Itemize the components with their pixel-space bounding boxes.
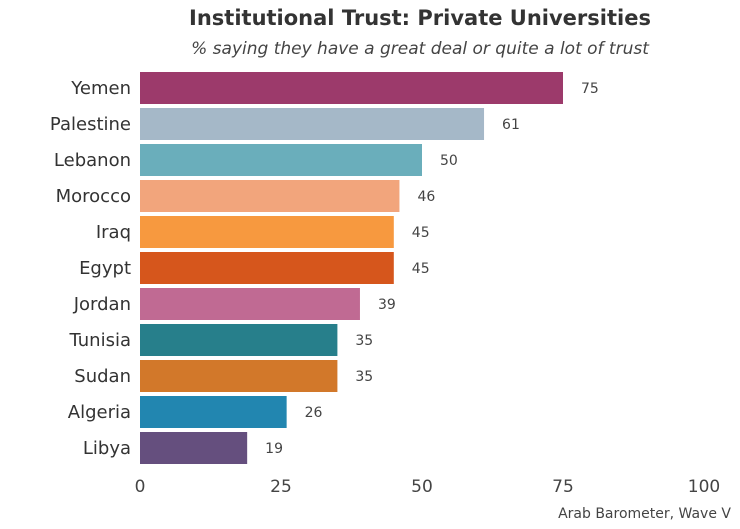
- bar-lebanon: [140, 144, 422, 176]
- category-label-tunisia: Tunisia: [69, 330, 132, 351]
- bar-jordan: [140, 288, 360, 320]
- bar-algeria: [140, 396, 287, 428]
- category-label-jordan: Jordan: [73, 294, 131, 315]
- bar-yemen: [140, 72, 563, 104]
- value-label-palestine: 61: [502, 117, 520, 133]
- category-label-libya: Libya: [83, 438, 131, 459]
- chart-caption: Arab Barometer, Wave V: [558, 506, 731, 522]
- bar-libya: [140, 432, 248, 464]
- value-labels: 75 61 50 46 45 45 39 35 35 26 19: [265, 81, 599, 457]
- x-tick-label-75: 75: [552, 477, 574, 497]
- category-label-yemen: Yemen: [70, 78, 131, 99]
- x-tick-label-100: 100: [688, 477, 720, 497]
- category-label-algeria: Algeria: [68, 402, 131, 423]
- category-labels: Yemen Palestine Lebanon Morocco Iraq Egypt Jor…: [50, 78, 131, 459]
- value-label-yemen: 75: [581, 81, 599, 97]
- category-label-palestine: Palestine: [50, 114, 131, 135]
- category-label-egypt: Egypt: [79, 258, 131, 279]
- chart-title: Institutional Trust: Private Universitie…: [189, 6, 651, 30]
- bar-tunisia: [140, 324, 338, 356]
- value-label-iraq: 45: [412, 225, 430, 241]
- category-label-lebanon: Lebanon: [54, 150, 131, 171]
- value-label-egypt: 45: [412, 261, 430, 277]
- bar-egypt: [140, 252, 394, 284]
- bars-group: [140, 72, 563, 464]
- value-label-libya: 19: [265, 441, 283, 457]
- x-tick-label-50: 50: [411, 477, 433, 497]
- x-tick-label-0: 0: [135, 477, 146, 497]
- x-axis-ticks: 0 25 50 75 100: [135, 477, 721, 497]
- value-label-morocco: 46: [417, 189, 435, 205]
- value-label-lebanon: 50: [440, 153, 458, 169]
- bar-morocco: [140, 180, 400, 212]
- bar-sudan: [140, 360, 338, 392]
- category-label-morocco: Morocco: [56, 186, 131, 207]
- bar-palestine: [140, 108, 485, 140]
- bar-iraq: [140, 216, 394, 248]
- value-label-jordan: 39: [378, 297, 396, 313]
- value-label-sudan: 35: [355, 369, 373, 385]
- value-label-algeria: 26: [305, 405, 323, 421]
- category-label-iraq: Iraq: [96, 222, 131, 243]
- x-tick-label-25: 25: [270, 477, 292, 497]
- category-label-sudan: Sudan: [74, 366, 131, 387]
- value-label-tunisia: 35: [355, 333, 373, 349]
- chart-subtitle: % saying they have a great deal or quite…: [191, 39, 650, 59]
